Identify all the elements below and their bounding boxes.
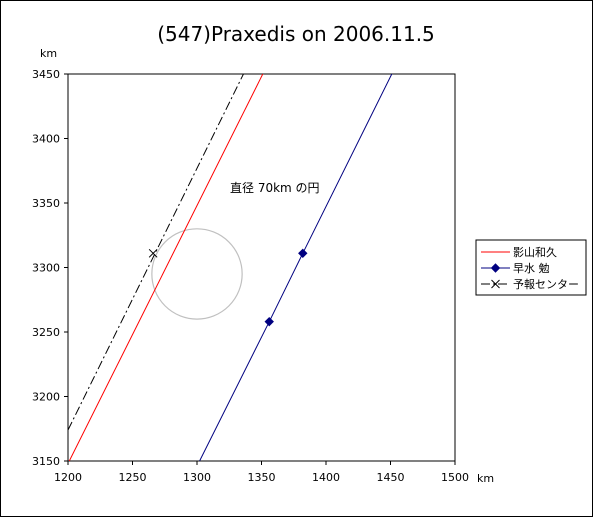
series-marker-3 (148, 248, 158, 258)
diameter-circle (151, 228, 243, 320)
y-tick-label: 3200 (32, 391, 60, 404)
x-tick-label: 1250 (119, 471, 147, 484)
chart-title: (547)Praxedis on 2006.11.5 (157, 22, 435, 46)
x-tick-label: 1200 (54, 471, 82, 484)
x-tick-label: 1400 (312, 471, 340, 484)
x-tick-label: 1300 (183, 471, 211, 484)
plot-area (67, 73, 456, 462)
series-marker-2 (264, 316, 274, 327)
x-axis-label: km (477, 472, 494, 485)
y-tick-label: 3300 (32, 262, 60, 275)
circle-annotation: 直径 70km の円 (230, 181, 320, 195)
y-tick-label: 3450 (32, 68, 60, 81)
y-tick-label: 3400 (32, 133, 60, 146)
legend-marker-2 (490, 263, 501, 273)
legend-label-2: 早水 勉 (513, 261, 550, 275)
legend-label-1: 影山和久 (513, 246, 557, 259)
series-line-1 (68, 74, 264, 461)
series-line-2 (199, 74, 393, 461)
legend-marker-3 (491, 279, 500, 289)
x-tick-label: 1350 (248, 471, 276, 484)
x-tick-label: 1500 (441, 471, 469, 484)
legend-label-3: 予報センター (513, 278, 579, 291)
y-tick-label: 3250 (32, 326, 60, 339)
x-tick-label: 1450 (377, 471, 405, 484)
y-tick-label: 3150 (32, 455, 60, 468)
series-marker-2 (298, 248, 308, 259)
y-axis-label: km (40, 47, 57, 60)
y-tick-label: 3350 (32, 197, 60, 210)
